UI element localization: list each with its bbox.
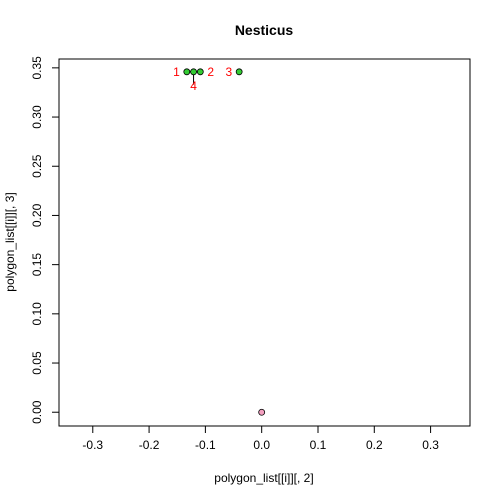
- y-axis-label: polygon_list[[i]][, 3]: [3, 192, 17, 291]
- x-tick-label: 0.3: [422, 438, 439, 452]
- x-axis: -0.3 -0.2 -0.1 0.0 0.1 0.2 0.3: [82, 426, 439, 452]
- point-label: 4: [190, 79, 197, 93]
- data-point: [235, 68, 243, 76]
- data-point: [196, 68, 204, 76]
- point-label: 1: [173, 65, 180, 79]
- data-point: [183, 68, 191, 76]
- data-point: [258, 408, 266, 416]
- chart-title: Nesticus: [235, 22, 294, 38]
- plot-frame: [58, 58, 471, 427]
- x-axis-label: polygon_list[[i]][, 2]: [214, 471, 313, 485]
- y-tick-label: 0.30: [30, 105, 44, 129]
- point-label: 3: [225, 65, 232, 79]
- x-tick-label: -0.3: [82, 438, 103, 452]
- y-tick-label: 0.25: [30, 154, 44, 178]
- y-tick-label: 0.20: [30, 203, 44, 227]
- y-tick-label: 0.05: [30, 351, 44, 375]
- x-tick-label: 0.0: [253, 438, 270, 452]
- data-point: [190, 68, 197, 76]
- y-tick-label: 0.15: [30, 253, 44, 277]
- point-label: 2: [207, 65, 214, 79]
- x-tick-label: 0.2: [366, 438, 383, 452]
- x-tick-label: -0.1: [195, 438, 216, 452]
- y-tick-label: 0.35: [30, 56, 44, 80]
- data-points: [183, 68, 266, 416]
- y-axis: 0.00 0.05 0.10 0.15 0.20 0.25 0.30 0.35: [30, 56, 59, 424]
- y-tick-label: 0.00: [30, 400, 44, 424]
- x-tick-label: 0.1: [310, 438, 327, 452]
- y-tick-label: 0.10: [30, 302, 44, 326]
- point-labels: 1 2 3 4: [173, 65, 232, 93]
- x-tick-label: -0.2: [139, 438, 160, 452]
